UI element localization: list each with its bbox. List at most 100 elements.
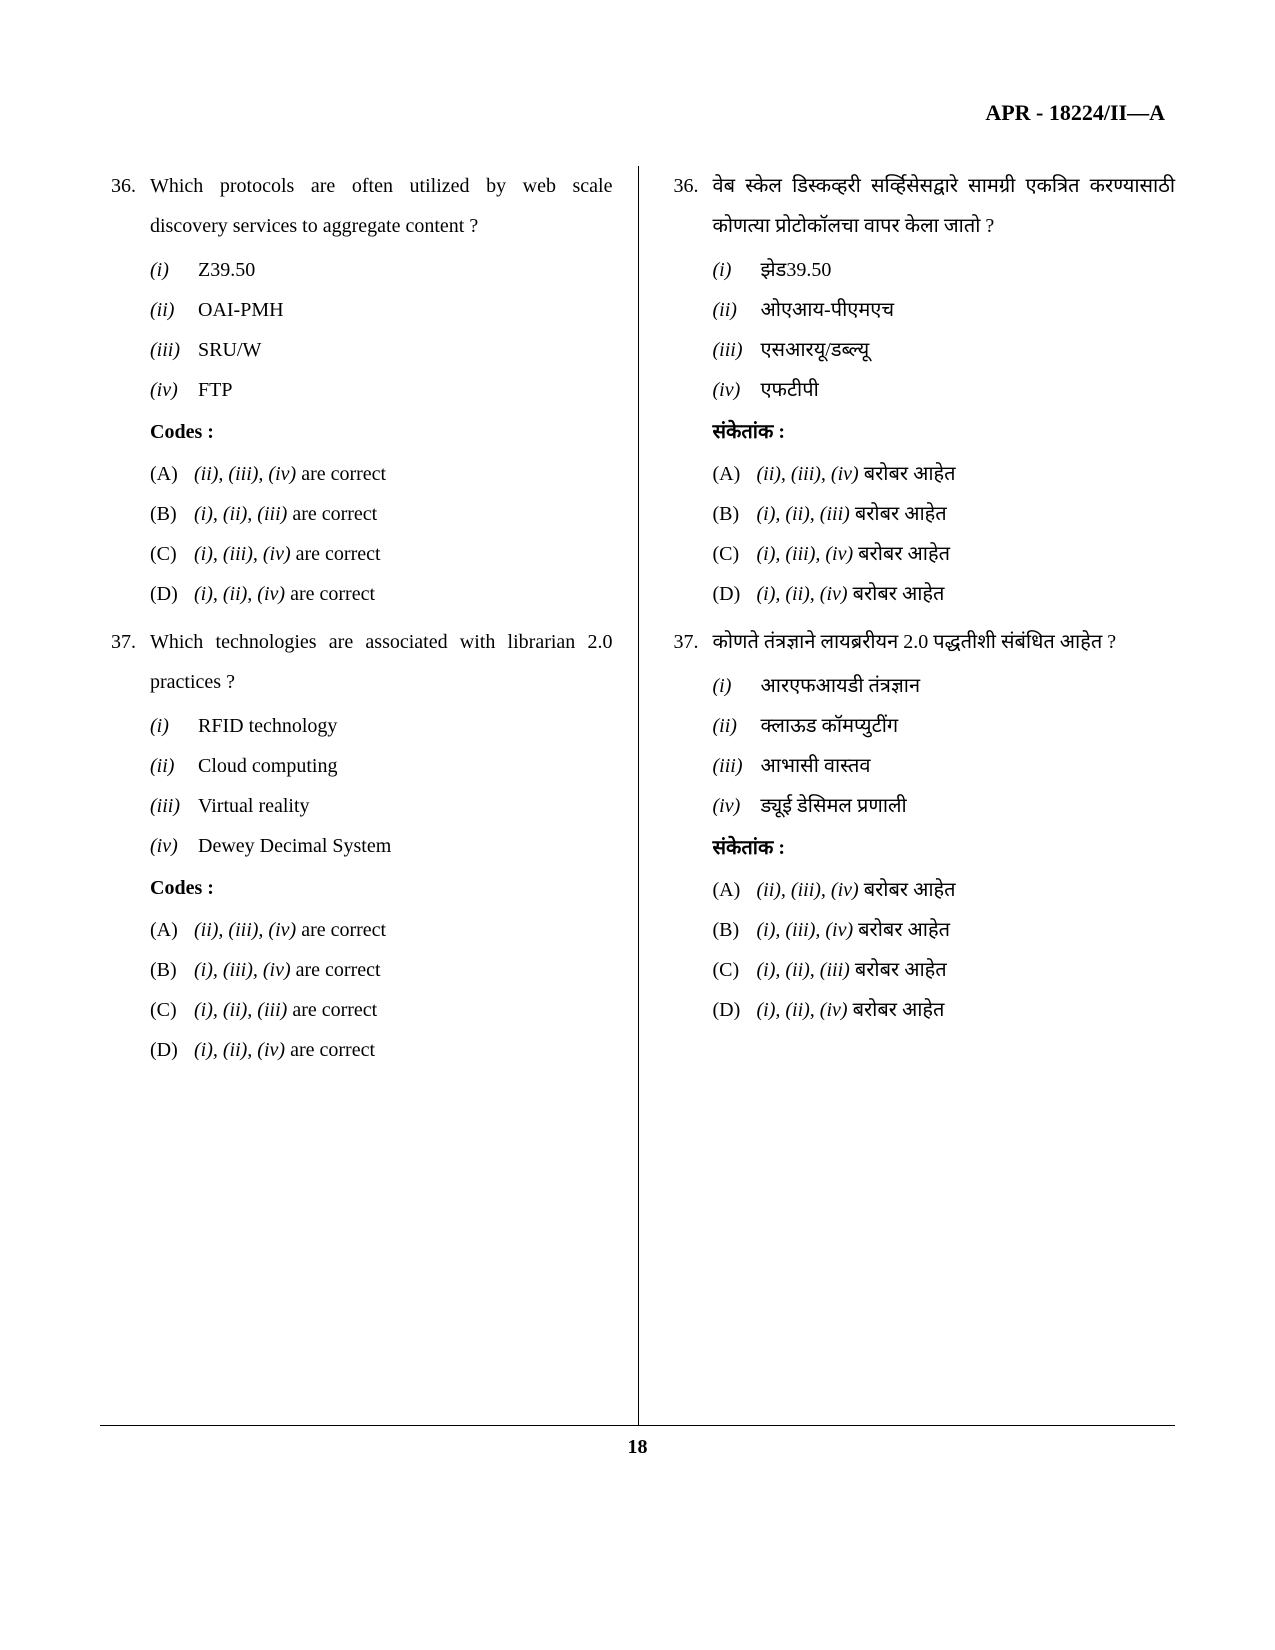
answer-value: (i), (iii), (iv) बरोबर आहेत	[757, 910, 1176, 950]
answer-value: (i), (ii), (iii) are correct	[194, 494, 613, 534]
roman-option: (iii)SRU/W	[150, 330, 613, 370]
roman-label: (iii)	[713, 330, 761, 370]
roman-label: (ii)	[713, 706, 761, 746]
roman-option: (ii)Cloud computing	[150, 746, 613, 786]
answer-option: (A)(ii), (iii), (iv) are correct	[150, 454, 613, 494]
roman-option: (ii)OAI-PMH	[150, 290, 613, 330]
roman-value: SRU/W	[198, 330, 613, 370]
roman-label: (iii)	[713, 746, 761, 786]
answer-label: (D)	[150, 1030, 194, 1070]
content-area: 36. Which protocols are often utilized b…	[100, 166, 1175, 1426]
codes-heading: संकेतांक :	[713, 412, 1176, 452]
answer-option: (C)(i), (ii), (iii) are correct	[150, 990, 613, 1030]
question-body: Which protocols are often utilized by we…	[150, 166, 613, 614]
answer-label: (A)	[150, 454, 194, 494]
roman-value: OAI-PMH	[198, 290, 613, 330]
answer-option: (B)(i), (ii), (iii) बरोबर आहेत	[713, 494, 1176, 534]
question-body: Which technologies are associated with l…	[150, 622, 613, 1070]
roman-label: (i)	[150, 706, 198, 746]
answer-value: (i), (iii), (iv) are correct	[194, 950, 613, 990]
roman-label: (ii)	[150, 290, 198, 330]
answer-value: (i), (ii), (iv) बरोबर आहेत	[757, 990, 1176, 1030]
roman-value: Virtual reality	[198, 786, 613, 826]
roman-label: (iv)	[150, 826, 198, 866]
question-number: 36.	[100, 166, 150, 614]
roman-option: (iii)Virtual reality	[150, 786, 613, 826]
question-text: Which technologies are associated with l…	[150, 622, 613, 702]
question-number: 36.	[663, 166, 713, 614]
answer-value: (ii), (iii), (iv) are correct	[194, 454, 613, 494]
roman-option: (i)RFID technology	[150, 706, 613, 746]
roman-option: (iii)आभासी वास्तव	[713, 746, 1176, 786]
answer-label: (C)	[713, 534, 757, 574]
answer-option: (D)(i), (ii), (iv) are correct	[150, 574, 613, 614]
roman-label: (iii)	[150, 786, 198, 826]
answer-label: (A)	[713, 870, 757, 910]
answer-value: (i), (iii), (iv) are correct	[194, 534, 613, 574]
question-number: 37.	[100, 622, 150, 1070]
roman-option: (i)Z39.50	[150, 250, 613, 290]
answer-value: (i), (iii), (iv) बरोबर आहेत	[757, 534, 1176, 574]
roman-value: FTP	[198, 370, 613, 410]
answer-label: (C)	[150, 534, 194, 574]
question-body: कोणते तंत्रज्ञाने लायब्ररीयन 2.0 पद्धतीश…	[713, 622, 1176, 1030]
answer-label: (B)	[713, 910, 757, 950]
roman-value: ओएआय-पीएमएच	[761, 290, 1176, 330]
roman-value: क्लाऊड कॉमप्युटींग	[761, 706, 1176, 746]
question-number: 37.	[663, 622, 713, 1030]
question-36-en: 36. Which protocols are often utilized b…	[100, 166, 613, 614]
question-text: कोणते तंत्रज्ञाने लायब्ररीयन 2.0 पद्धतीश…	[713, 622, 1176, 662]
answer-option: (B)(i), (iii), (iv) बरोबर आहेत	[713, 910, 1176, 950]
codes-heading: संकेतांक :	[713, 828, 1176, 868]
roman-value: Z39.50	[198, 250, 613, 290]
paper-code-header: APR - 18224/II—A	[100, 100, 1175, 126]
answer-label: (B)	[150, 494, 194, 534]
roman-label: (i)	[150, 250, 198, 290]
roman-option: (i)झेड39.50	[713, 250, 1176, 290]
answer-option: (D)(i), (ii), (iv) बरोबर आहेत	[713, 574, 1176, 614]
roman-value: एफटीपी	[761, 370, 1176, 410]
question-36-mr: 36. वेब स्केल डिस्कव्हरी सर्व्हिसेसद्वार…	[663, 166, 1176, 614]
codes-heading: Codes :	[150, 868, 613, 908]
answer-label: (C)	[150, 990, 194, 1030]
roman-option: (ii)ओएआय-पीएमएच	[713, 290, 1176, 330]
answer-option: (D)(i), (ii), (iv) बरोबर आहेत	[713, 990, 1176, 1030]
question-37-mr: 37. कोणते तंत्रज्ञाने लायब्ररीयन 2.0 पद्…	[663, 622, 1176, 1030]
roman-option: (iv)एफटीपी	[713, 370, 1176, 410]
roman-value: झेड39.50	[761, 250, 1176, 290]
answer-label: (D)	[713, 990, 757, 1030]
roman-label: (ii)	[150, 746, 198, 786]
answer-option: (C)(i), (iii), (iv) are correct	[150, 534, 613, 574]
roman-label: (i)	[713, 250, 761, 290]
answer-value: (ii), (iii), (iv) बरोबर आहेत	[757, 454, 1176, 494]
question-37-en: 37. Which technologies are associated wi…	[100, 622, 613, 1070]
answer-option: (A)(ii), (iii), (iv) are correct	[150, 910, 613, 950]
question-body: वेब स्केल डिस्कव्हरी सर्व्हिसेसद्वारे सा…	[713, 166, 1176, 614]
right-column: 36. वेब स्केल डिस्कव्हरी सर्व्हिसेसद्वार…	[638, 166, 1176, 1425]
roman-option: (i)आरएफआयडी तंत्रज्ञान	[713, 666, 1176, 706]
answer-label: (B)	[150, 950, 194, 990]
answer-value: (i), (ii), (iv) are correct	[194, 574, 613, 614]
roman-label: (ii)	[713, 290, 761, 330]
question-text: Which protocols are often utilized by we…	[150, 166, 613, 246]
left-column: 36. Which protocols are often utilized b…	[100, 166, 638, 1425]
answer-label: (A)	[150, 910, 194, 950]
answer-option: (A)(ii), (iii), (iv) बरोबर आहेत	[713, 454, 1176, 494]
answer-label: (C)	[713, 950, 757, 990]
roman-value: Cloud computing	[198, 746, 613, 786]
answer-label: (D)	[713, 574, 757, 614]
answer-option: (B)(i), (iii), (iv) are correct	[150, 950, 613, 990]
roman-value: आभासी वास्तव	[761, 746, 1176, 786]
roman-option: (iv)ड्यूई डेसिमल प्रणाली	[713, 786, 1176, 826]
answer-value: (ii), (iii), (iv) बरोबर आहेत	[757, 870, 1176, 910]
answer-option: (B)(i), (ii), (iii) are correct	[150, 494, 613, 534]
answer-value: (i), (ii), (iii) बरोबर आहेत	[757, 950, 1176, 990]
roman-label: (iv)	[150, 370, 198, 410]
answer-option: (D)(i), (ii), (iv) are correct	[150, 1030, 613, 1070]
roman-value: ड्यूई डेसिमल प्रणाली	[761, 786, 1176, 826]
answer-label: (D)	[150, 574, 194, 614]
roman-value: RFID technology	[198, 706, 613, 746]
answer-label: (B)	[713, 494, 757, 534]
answer-value: (ii), (iii), (iv) are correct	[194, 910, 613, 950]
column-divider	[638, 166, 639, 1425]
